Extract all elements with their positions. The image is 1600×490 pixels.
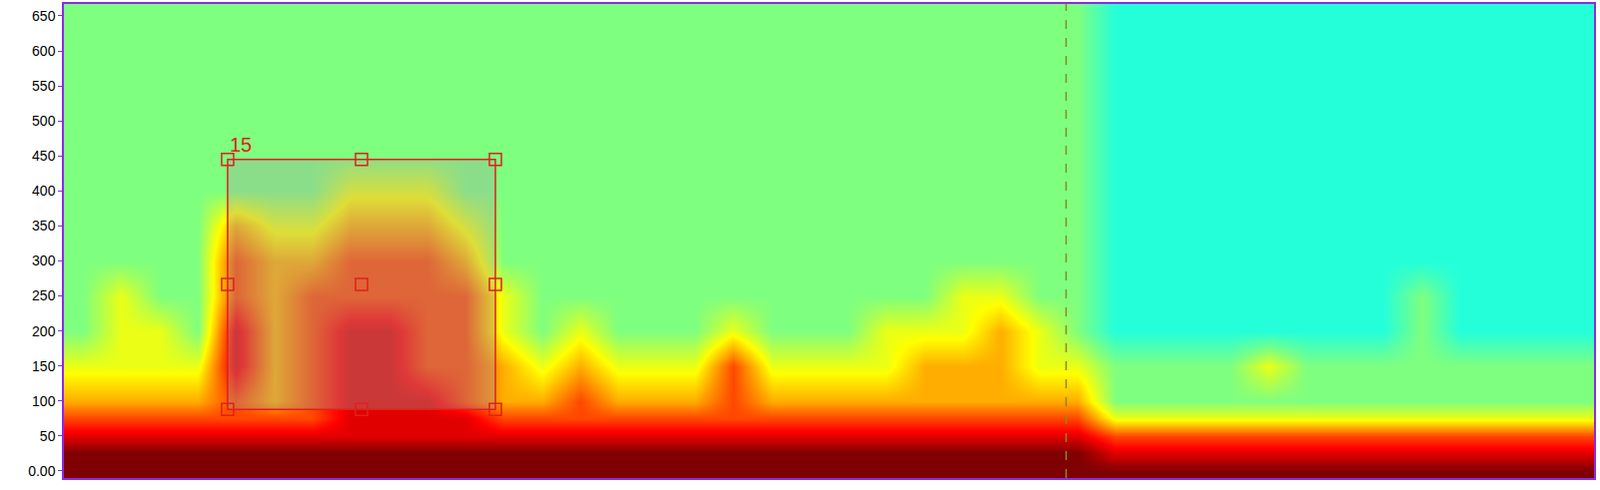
svg-text:500: 500 (31, 112, 56, 129)
svg-text:600: 600 (31, 42, 56, 59)
svg-text:350: 350 (31, 217, 56, 234)
svg-text:150: 150 (31, 358, 56, 375)
svg-text:450: 450 (31, 147, 56, 164)
svg-text:100: 100 (31, 393, 56, 410)
svg-text:15: 15 (229, 133, 252, 156)
svg-text:650: 650 (31, 7, 56, 24)
svg-text:300: 300 (31, 252, 56, 269)
svg-text:50: 50 (39, 428, 56, 445)
svg-text:0.00: 0.00 (27, 463, 55, 480)
svg-text:550: 550 (31, 77, 56, 94)
svg-text:250: 250 (31, 287, 56, 304)
svg-text:400: 400 (31, 182, 56, 199)
svg-text:200: 200 (31, 323, 56, 340)
